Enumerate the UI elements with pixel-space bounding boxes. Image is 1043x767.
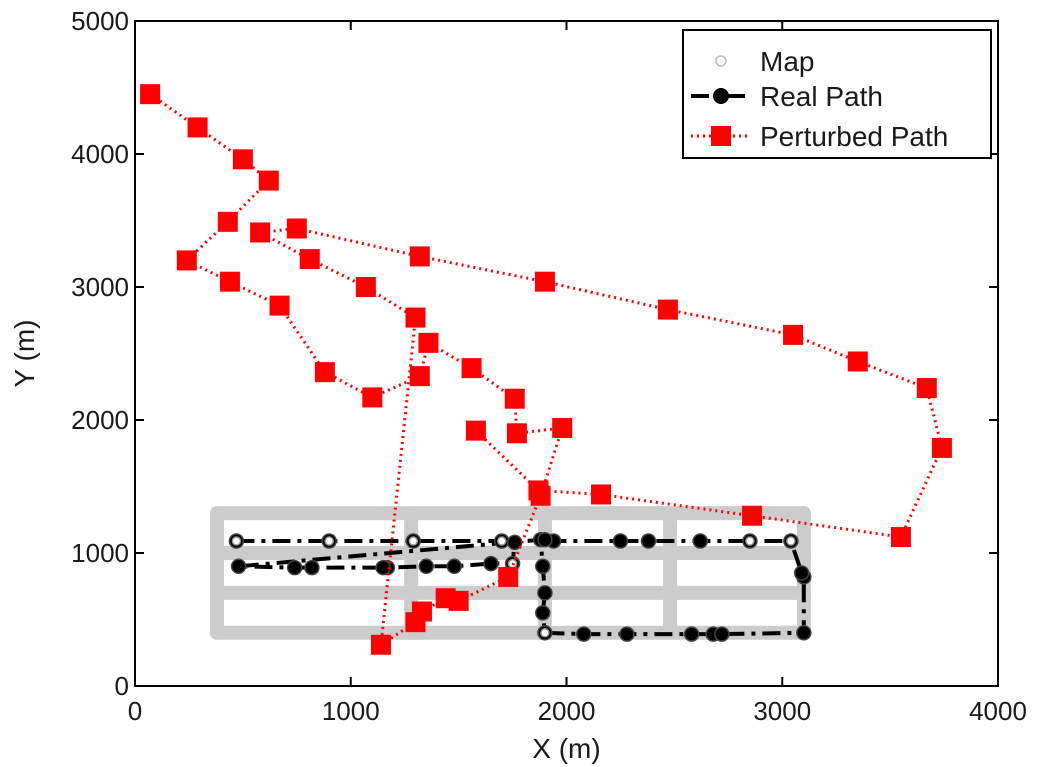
real-path-point xyxy=(537,585,553,601)
perturbed-path-point xyxy=(931,437,952,458)
legend-perturbed-path-label: Perturbed Path xyxy=(760,121,948,152)
real-path-point xyxy=(286,559,303,576)
perturbed-path-point xyxy=(504,388,525,409)
real-path-point xyxy=(535,558,551,575)
map-waypoint xyxy=(745,536,755,546)
legend-perturbed-path-marker xyxy=(691,126,751,146)
real-path-point xyxy=(230,558,247,575)
x-tick-label: 1000 xyxy=(322,696,380,726)
perturbed-path-point xyxy=(409,246,430,267)
perturbed-path-line xyxy=(149,92,944,647)
y-tick-label: 3000 xyxy=(71,272,129,302)
perturbed-path-point xyxy=(783,324,804,345)
map-waypoint xyxy=(408,536,419,546)
perturbed-path-point xyxy=(219,271,240,292)
perturbed-path-point xyxy=(528,480,549,501)
perturbed-path-point xyxy=(847,351,868,372)
y-tick-label: 1000 xyxy=(71,538,129,568)
perturbed-path-point xyxy=(187,117,208,138)
map-waypoint xyxy=(231,536,242,546)
perturbed-path-point xyxy=(232,149,253,170)
axis-ticks xyxy=(134,20,999,687)
y-tick-label: 0 xyxy=(115,671,129,701)
x-tick-label: 2000 xyxy=(538,696,596,726)
real-path-point xyxy=(612,533,629,549)
perturbed-path-point xyxy=(498,566,519,587)
perturbed-path-point xyxy=(370,634,391,655)
perturbed-path-series xyxy=(140,84,952,655)
x-tick-label: 4000 xyxy=(969,696,1027,726)
perturbed-path-point xyxy=(217,211,238,232)
perturbed-path-point xyxy=(465,420,486,441)
legend-perturbed-path-square xyxy=(711,126,731,146)
tick-labels: 0 1000 2000 3000 4000 0 1000 2000 3000 4000 5000 xyxy=(71,6,1027,726)
real-path-point xyxy=(619,626,635,642)
x-tick-label: 3000 xyxy=(753,696,811,726)
perturbed-path-point xyxy=(552,417,573,438)
real-path-point xyxy=(796,625,812,641)
perturbed-path-point xyxy=(534,271,555,292)
perturbed-path-point xyxy=(299,249,320,270)
perturbed-path-point xyxy=(916,378,937,399)
legend-map-marker-circle xyxy=(715,55,727,67)
perturbed-path-point xyxy=(435,588,456,609)
perturbed-path-point xyxy=(258,170,279,191)
real-path-point xyxy=(692,533,709,549)
x-axis-label: X (m) xyxy=(532,733,600,764)
perturbed-path-point xyxy=(355,277,376,297)
perturbed-path-point xyxy=(409,366,430,387)
legend: Map Real Path Perturbed Path xyxy=(682,29,992,159)
y-tick-label: 4000 xyxy=(71,139,129,169)
legend-map-marker xyxy=(715,55,727,67)
map-waypoint xyxy=(540,628,550,638)
perturbed-path-point xyxy=(506,423,527,444)
perturbed-path-point xyxy=(742,505,763,526)
real-path-point xyxy=(537,531,553,548)
y-axis-label: Y (m) xyxy=(9,320,40,388)
legend-real-path-marker xyxy=(691,88,751,104)
legend-real-path-dot xyxy=(713,88,729,104)
real-path-point xyxy=(418,558,435,575)
perturbed-path-point xyxy=(362,387,383,408)
perturbed-path-point xyxy=(418,332,439,353)
perturbed-path-point xyxy=(890,527,911,548)
perturbed-path-point xyxy=(405,612,426,633)
perturbed-path-point xyxy=(140,84,161,105)
perturbed-path-point xyxy=(269,295,290,316)
map-waypoint xyxy=(324,536,334,546)
real-path-point xyxy=(714,626,730,642)
real-path-point xyxy=(576,626,592,642)
real-path-point xyxy=(304,559,320,576)
y-tick-label: 5000 xyxy=(71,6,129,36)
y-tick-label: 2000 xyxy=(71,405,129,435)
legend-map-label: Map xyxy=(760,46,814,77)
real-path-line xyxy=(236,537,806,637)
map-waypoint xyxy=(497,536,507,546)
perturbed-path-point xyxy=(314,362,335,383)
real-path-point xyxy=(446,558,463,575)
perturbed-path-point xyxy=(250,222,271,243)
real-path-point xyxy=(793,565,810,581)
legend-real-path-label: Real Path xyxy=(760,81,883,112)
real-path-point xyxy=(683,626,700,642)
perturbed-path-point xyxy=(405,307,426,328)
real-path-point xyxy=(535,605,551,621)
perturbed-path-point xyxy=(657,299,678,320)
perturbed-path-point xyxy=(591,484,612,505)
perturbed-path-point xyxy=(461,358,482,379)
perturbed-path-point xyxy=(286,218,307,239)
perturbed-path-point xyxy=(176,250,197,271)
real-path-point xyxy=(640,533,657,549)
map-waypoint xyxy=(786,536,796,546)
x-tick-label: 0 xyxy=(128,696,142,726)
real-path-point xyxy=(483,555,499,572)
